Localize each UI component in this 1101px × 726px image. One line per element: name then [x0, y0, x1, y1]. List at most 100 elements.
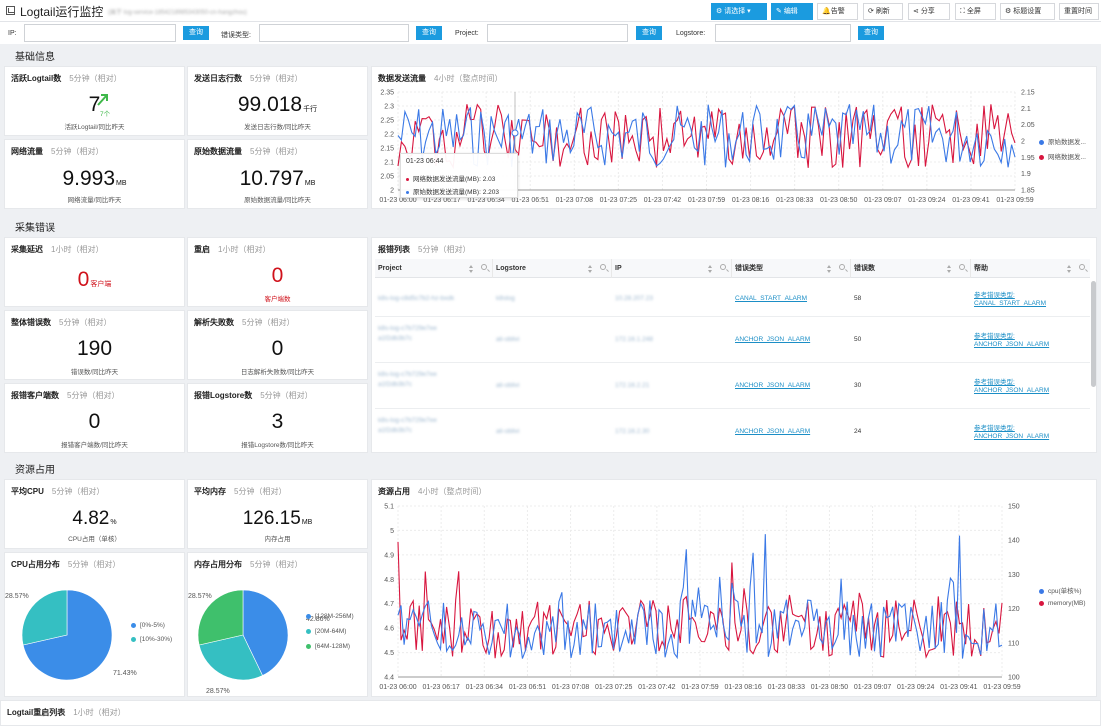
cell-help-link[interactable]: 参考错误类型:: [974, 333, 1015, 340]
col-ip[interactable]: IP: [612, 259, 732, 278]
cell-help-type-link[interactable]: ANCHOR_JSON_ALARM: [974, 387, 1050, 394]
cell-project: k8s-log-c8d5c7b2-hz-bxdk: [378, 295, 455, 302]
ip-input[interactable]: [24, 24, 176, 42]
search-icon[interactable]: [600, 264, 606, 270]
cell-help-link[interactable]: 参考错误类型:: [974, 292, 1015, 299]
card-meta: 5分钟（相对）: [242, 318, 295, 327]
card-title: 网络流量: [11, 147, 43, 156]
table-row[interactable]: [375, 317, 1090, 363]
cpu-pie-chart[interactable]: 71.43% 28.57%: [5, 553, 186, 698]
legend-cpu-0[interactable]: [0%-5%): [131, 622, 165, 629]
title-settings-button[interactable]: ⚙ 标题设置: [1000, 3, 1055, 20]
card-error-clients: 报错客户端数 5分钟（相对） 0 报错客户端数/同比昨天: [4, 383, 185, 453]
sort-icon[interactable]: [1067, 265, 1072, 273]
legend-cpu-1[interactable]: [10%-30%): [131, 636, 172, 643]
cell-help-type-link[interactable]: CANAL_START_ALARM: [974, 300, 1047, 307]
cell-error-type-link[interactable]: ANCHOR_JSON_ALARM: [735, 382, 811, 389]
cell-error-type-link[interactable]: ANCHOR_JSON_ALARM: [735, 336, 811, 343]
search-icon[interactable]: [481, 264, 487, 270]
fullscreen-button[interactable]: ⛶ 全屏: [955, 3, 996, 20]
col-error-type[interactable]: 错误类型: [732, 259, 851, 278]
sort-icon[interactable]: [588, 265, 593, 273]
search-icon[interactable]: [959, 264, 965, 270]
sort-icon[interactable]: [469, 265, 474, 273]
table-row[interactable]: [375, 281, 1090, 317]
error-type-query-button[interactable]: 查询: [416, 26, 442, 40]
legend-mem-1[interactable]: [20M-64M): [306, 628, 346, 635]
cell-help-type-link[interactable]: ANCHOR_JSON_ALARM: [974, 341, 1050, 348]
reset-time-button[interactable]: 重置时间: [1059, 3, 1099, 20]
refresh-button[interactable]: ⟳ 刷新: [863, 3, 903, 20]
ip-query-button[interactable]: 查询: [183, 26, 209, 40]
card-title: 平均CPU: [11, 487, 44, 496]
restart-value: 0: [271, 264, 284, 287]
pie-slice-2: [197, 589, 244, 646]
sort-icon[interactable]: [708, 265, 713, 273]
pie-slice-1: [198, 634, 263, 681]
col-project[interactable]: Project: [375, 259, 493, 278]
legend-mem-0[interactable]: [128M-256M): [306, 613, 368, 620]
col-error-count[interactable]: 错误数: [851, 259, 971, 278]
errors-value: 190: [76, 337, 113, 360]
y-tick-label: 5.1: [384, 504, 394, 511]
col-help[interactable]: 帮助: [971, 259, 1090, 278]
x-tick-label: 01-23 09:07: [854, 684, 891, 691]
y2-tick-label: 120: [1008, 606, 1020, 613]
edit-button[interactable]: ✎ 编辑: [771, 3, 813, 20]
x-tick-label: 01-23 09:24: [908, 197, 945, 204]
share-button[interactable]: ⋖ 分享: [908, 3, 950, 20]
logstore-query-button[interactable]: 查询: [858, 26, 884, 40]
col-logstore[interactable]: Logstore: [493, 259, 612, 278]
alert-button[interactable]: 🔔告警: [817, 3, 858, 20]
cell-ip: 10.28.207.23: [615, 295, 653, 302]
logstore-label: Logstore:: [676, 30, 706, 37]
legend-memory[interactable]: memory(MB): [1039, 600, 1086, 607]
search-icon[interactable]: [839, 264, 845, 270]
cell-project-2: a1f2db3b7c: [378, 427, 412, 434]
card-meta: 5分钟（相对）: [69, 74, 122, 83]
legend-mem-2[interactable]: [64M-128M): [306, 643, 350, 650]
project-input[interactable]: [487, 24, 628, 42]
cell-help-type-link[interactable]: ANCHOR_JSON_ALARM: [974, 433, 1050, 440]
send-traffic-line-chart[interactable]: 2 2.05 2.1 2.15 2.2 2.25 2.3 2.35 1.85 1.9 1.95 2 2.…: [372, 67, 1098, 210]
dashboard-icon: [6, 6, 15, 15]
raw-value: 10.797: [239, 167, 304, 190]
y-tick-label: 4.9: [384, 552, 394, 559]
cell-error-type-link[interactable]: ANCHOR_JSON_ALARM: [735, 428, 811, 435]
cell-error-type-link[interactable]: CANAL_START_ALARM: [735, 295, 808, 302]
project-query-button[interactable]: 查询: [636, 26, 662, 40]
memory-pie-chart[interactable]: 42.86% 28.57% 28.57%: [188, 553, 369, 698]
cell-ip: 172.16.2.21: [615, 382, 650, 389]
x-tick-label: 01-23 07:08: [556, 197, 593, 204]
card-title: 整体错误数: [11, 318, 51, 327]
table-scrollbar[interactable]: [1091, 281, 1096, 387]
restart-caption: 客户端数: [264, 296, 291, 303]
card-restart-list: Logtail重启列表 1小时（相对）: [0, 700, 1101, 726]
net-caption: 网络流量/同比昨天: [67, 197, 122, 204]
sort-icon[interactable]: [947, 265, 952, 273]
y2-tick-label: 110: [1008, 640, 1019, 647]
x-tick-label: 01-23 06:17: [422, 684, 459, 691]
card-network-traffic: 网络流量 5分钟（相对） 9.993MB 网络流量/同比昨天: [4, 139, 185, 209]
y2-tick-label: 130: [1008, 572, 1020, 579]
legend-network-data[interactable]: 网络数据发...: [1039, 151, 1086, 161]
raw-caption: 原始数据流量/同比昨天: [244, 197, 311, 204]
pencil-icon: ✎: [776, 8, 784, 15]
card-collect-delay: 采集延迟 1小时（相对） 0客户端: [4, 237, 185, 307]
cell-help-link[interactable]: 参考错误类型:: [974, 425, 1015, 432]
resource-line-chart[interactable]: 4.4 4.5 4.6 4.7 4.8 4.9 5 5.1 100 110 120 130 140 150…: [372, 480, 1098, 698]
sort-icon[interactable]: [827, 265, 832, 273]
logstore-input[interactable]: [715, 24, 851, 42]
chart-title: 资源占用: [378, 487, 410, 496]
table-row[interactable]: [375, 363, 1090, 409]
cell-help-link[interactable]: 参考错误类型:: [974, 379, 1015, 386]
y2-tick-label: 100: [1008, 675, 1020, 682]
error-type-input[interactable]: [259, 24, 409, 42]
select-dropdown[interactable]: ⚙ 请选择 ▾: [711, 3, 767, 20]
legend-cpu[interactable]: cpu(单核%): [1039, 585, 1082, 595]
legend-raw-data[interactable]: 原始数据发...: [1039, 136, 1086, 146]
y-tick-label: 4.5: [384, 650, 394, 657]
search-icon[interactable]: [1079, 264, 1085, 270]
search-icon[interactable]: [720, 264, 726, 270]
chart-title: CPU占用分布: [11, 560, 60, 569]
